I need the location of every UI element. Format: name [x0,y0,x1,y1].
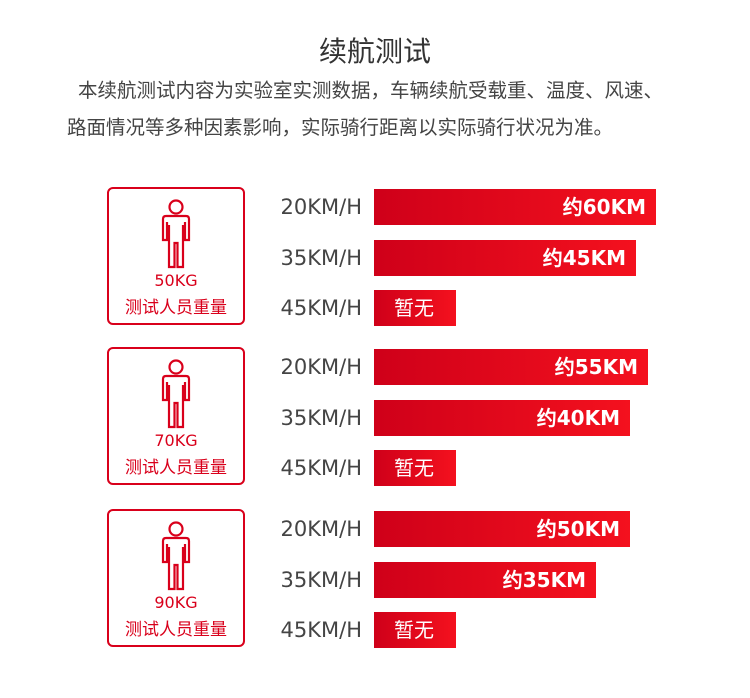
weight-caption: 测试人员重量 [125,620,227,640]
weight-box: 70KG 测试人员重量 [107,347,245,485]
weight-caption: 测试人员重量 [125,298,227,318]
range-bar: 暂无 [374,612,456,648]
speed-label: 20KM/H [280,517,362,541]
person-icon [161,359,191,429]
range-bar: 约45KM [374,239,636,276]
title: 续航测试 [318,35,431,68]
range-bar: 约40KM [374,399,630,436]
speed-label: 20KM/H [280,355,362,379]
speed-label: 35KM/H [280,405,362,430]
speed-label: 35KM/H [280,245,362,270]
speed-label: 45KM/H [280,618,362,642]
range-bar: 约55KM [374,349,648,385]
weight-label: 70KG [154,431,198,450]
speed-label: 20KM/H [280,195,362,219]
weight-caption: 测试人员重量 [125,458,227,478]
range-bar: 约35KM [374,561,596,598]
range-bar: 暂无 [374,290,456,326]
speed-label: 45KM/H [280,456,362,480]
range-bar: 约60KM [374,189,656,225]
person-icon [161,199,191,269]
range-bar: 暂无 [374,450,456,486]
speed-label: 35KM/H [280,567,362,592]
weight-label: 90KG [154,593,198,612]
weight-box: 50KG 测试人员重量 [107,187,245,325]
weight-label: 50KG [154,271,198,290]
weight-box: 90KG 测试人员重量 [107,509,245,647]
person-icon [161,521,191,591]
note: 本续航测试内容为实验室实测数据，车辆续航受载重、温度、风速、路面情况等多种因素影… [67,79,664,139]
speed-label: 45KM/H [280,296,362,320]
range-bar: 约50KM [374,511,630,547]
